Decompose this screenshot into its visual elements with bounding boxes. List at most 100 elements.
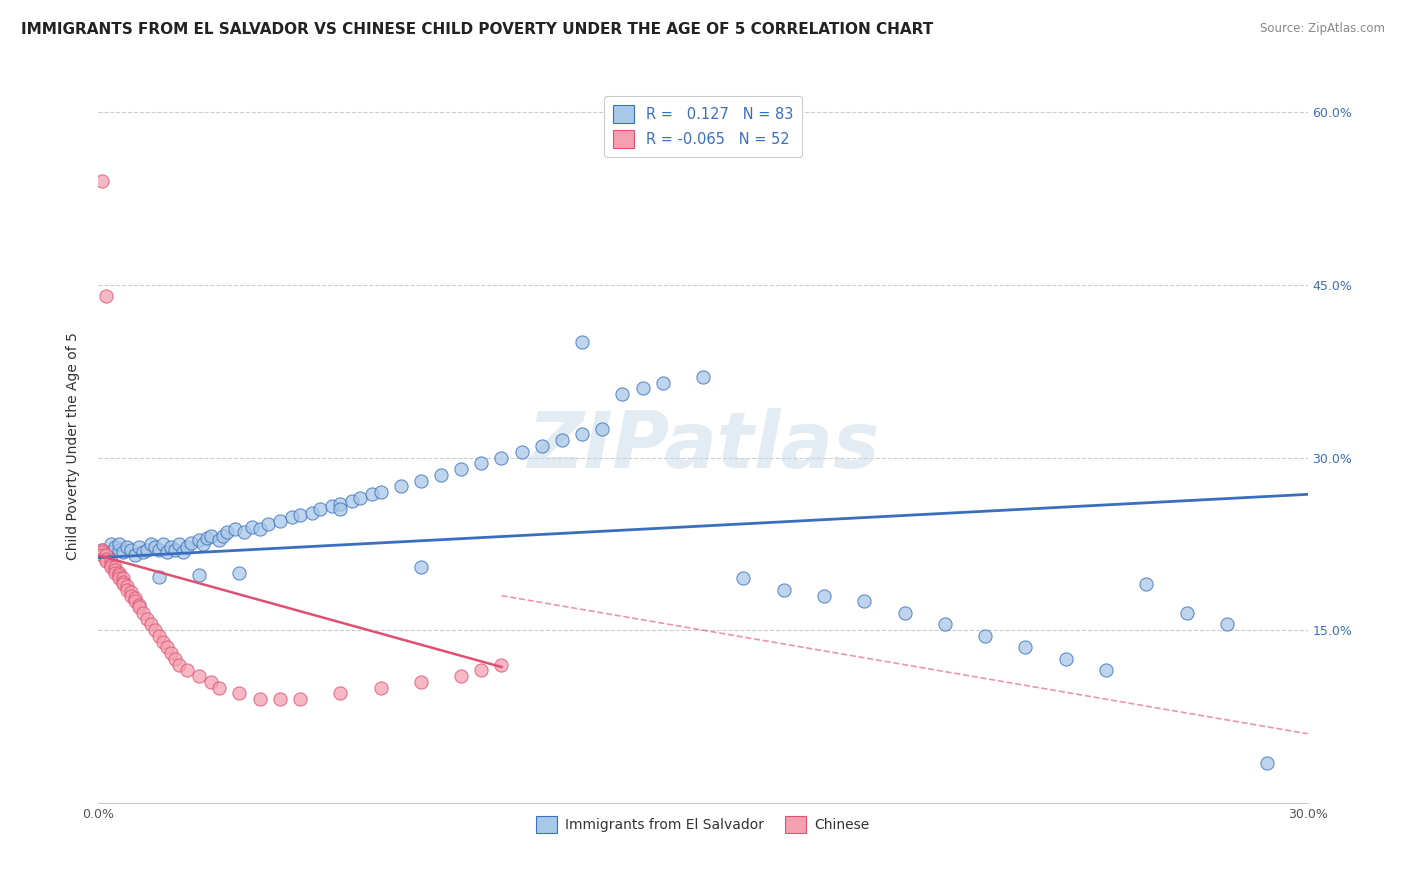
Point xyxy=(148,629,170,643)
Point xyxy=(188,533,211,548)
Point xyxy=(309,502,332,516)
Point xyxy=(217,525,239,540)
Point xyxy=(212,529,235,543)
Point xyxy=(107,537,129,551)
Point xyxy=(510,444,533,458)
Point xyxy=(224,522,246,536)
Point xyxy=(450,669,472,683)
Point xyxy=(167,657,190,672)
Point xyxy=(208,533,231,548)
Point xyxy=(91,545,114,559)
Legend: Immigrants from El Salvador, Chinese: Immigrants from El Salvador, Chinese xyxy=(530,811,876,838)
Point xyxy=(107,568,129,582)
Point xyxy=(160,541,183,555)
Point xyxy=(974,629,997,643)
Point xyxy=(107,571,129,585)
Point xyxy=(288,692,311,706)
Point xyxy=(128,600,150,615)
Point xyxy=(612,387,634,401)
Point xyxy=(143,623,166,637)
Point xyxy=(470,456,492,470)
Point xyxy=(180,535,202,549)
Text: ZIPatlas: ZIPatlas xyxy=(527,408,879,484)
Point xyxy=(470,664,492,678)
Point xyxy=(813,589,835,603)
Point xyxy=(491,450,513,465)
Point xyxy=(124,591,146,605)
Point xyxy=(1216,617,1239,632)
Point xyxy=(240,519,263,533)
Point xyxy=(370,681,392,695)
Point xyxy=(1175,606,1198,620)
Point xyxy=(409,474,432,488)
Point xyxy=(1014,640,1036,655)
Point xyxy=(1135,577,1157,591)
Point xyxy=(120,542,142,557)
Point xyxy=(128,541,150,555)
Point xyxy=(132,545,155,559)
Point xyxy=(135,612,157,626)
Text: IMMIGRANTS FROM EL SALVADOR VS CHINESE CHILD POVERTY UNDER THE AGE OF 5 CORRELAT: IMMIGRANTS FROM EL SALVADOR VS CHINESE C… xyxy=(21,22,934,37)
Point xyxy=(128,598,150,612)
Point xyxy=(100,558,122,572)
Point xyxy=(132,606,155,620)
Point xyxy=(409,559,432,574)
Point xyxy=(111,571,134,585)
Point xyxy=(200,675,222,690)
Point xyxy=(249,522,271,536)
Point xyxy=(100,537,122,551)
Text: Source: ZipAtlas.com: Source: ZipAtlas.com xyxy=(1260,22,1385,36)
Point xyxy=(430,467,453,482)
Point xyxy=(193,537,215,551)
Point xyxy=(96,554,118,568)
Point xyxy=(111,545,134,559)
Point xyxy=(176,664,198,678)
Point xyxy=(269,692,291,706)
Point xyxy=(96,549,118,563)
Point xyxy=(329,497,352,511)
Point xyxy=(389,479,412,493)
Point xyxy=(1095,664,1118,678)
Point xyxy=(321,499,343,513)
Point xyxy=(135,542,157,557)
Point xyxy=(100,545,122,559)
Point xyxy=(91,549,114,563)
Point xyxy=(103,541,125,555)
Point xyxy=(107,566,129,580)
Point xyxy=(349,491,371,505)
Y-axis label: Child Poverty Under the Age of 5: Child Poverty Under the Age of 5 xyxy=(66,332,80,560)
Point xyxy=(200,529,222,543)
Point xyxy=(120,589,142,603)
Point xyxy=(692,370,714,384)
Point xyxy=(853,594,876,608)
Point xyxy=(163,542,186,557)
Point xyxy=(152,537,174,551)
Point xyxy=(361,487,384,501)
Point xyxy=(156,545,179,559)
Point xyxy=(91,542,114,557)
Point xyxy=(551,434,574,448)
Point xyxy=(139,617,162,632)
Point xyxy=(208,681,231,695)
Point xyxy=(111,577,134,591)
Point xyxy=(167,537,190,551)
Point xyxy=(160,646,183,660)
Point xyxy=(156,640,179,655)
Point xyxy=(288,508,311,522)
Point xyxy=(152,634,174,648)
Point xyxy=(329,502,352,516)
Point xyxy=(96,289,118,303)
Point xyxy=(188,669,211,683)
Point xyxy=(228,686,250,700)
Point xyxy=(651,376,673,390)
Point xyxy=(163,652,186,666)
Point xyxy=(733,571,755,585)
Point xyxy=(103,566,125,580)
Point xyxy=(491,657,513,672)
Point xyxy=(124,594,146,608)
Point xyxy=(893,606,915,620)
Point xyxy=(256,517,278,532)
Point xyxy=(249,692,271,706)
Point xyxy=(301,506,323,520)
Point xyxy=(96,549,118,563)
